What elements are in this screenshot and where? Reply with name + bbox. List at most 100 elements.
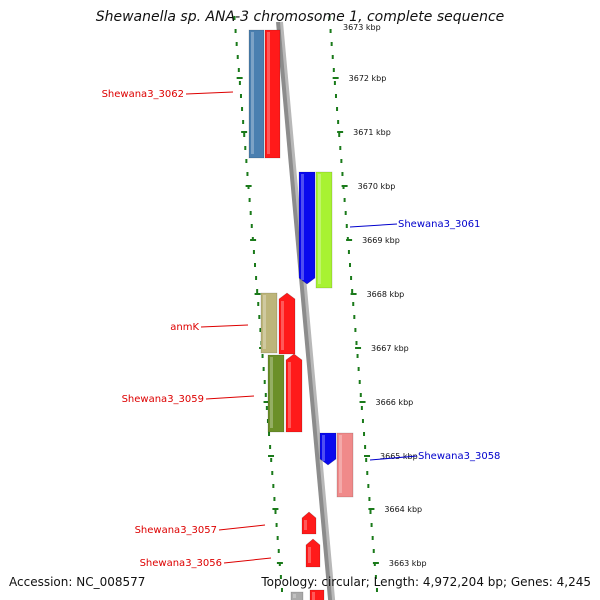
gene-label[interactable]: Shewana3_3061 [398, 219, 480, 230]
left-track-dot [236, 55, 239, 59]
right-track-dot [363, 432, 366, 436]
right-track-dash [364, 455, 371, 457]
right-track-dot [361, 419, 364, 423]
gene-feature[interactable] [309, 589, 325, 600]
left-track-dot [261, 354, 264, 358]
right-track-dot [351, 289, 354, 293]
gene-feature[interactable] [260, 292, 278, 354]
gene-label[interactable]: Shewana3_3058 [418, 451, 500, 462]
right-track-dash [341, 185, 348, 187]
right-track-dot [357, 367, 360, 371]
right-track-dot [365, 458, 368, 462]
left-track-dot [249, 211, 252, 215]
left-track-dot [276, 536, 279, 540]
right-track-dot [344, 211, 347, 215]
left-track-dot [274, 510, 277, 514]
right-track-dot [375, 588, 378, 592]
left-track-dot [275, 523, 278, 527]
gene-feature[interactable] [278, 292, 296, 355]
gene-feature-highlight [308, 547, 311, 563]
right-track-dot [359, 393, 362, 397]
right-track-dot [340, 159, 343, 163]
left-track-dash [263, 401, 270, 403]
kbp-tick-label: 3673 kbp [343, 23, 381, 32]
left-track-dot [248, 198, 251, 202]
backbone-line [276, 21, 333, 600]
left-track-dot [252, 250, 255, 254]
right-track-dot [352, 302, 355, 306]
left-track-dot [233, 16, 236, 20]
gene-label[interactable]: anmK [170, 322, 199, 333]
gene-feature[interactable] [315, 171, 333, 289]
right-track-dot [331, 55, 334, 59]
left-track-dash [254, 293, 261, 295]
left-track-dot [269, 445, 272, 449]
right-track-dot [343, 198, 346, 202]
left-track-dot [258, 315, 261, 319]
gene-feature[interactable] [305, 538, 321, 568]
gene-feature-highlight [318, 174, 321, 284]
gene-label-leader [218, 524, 266, 531]
left-track-dot [241, 107, 244, 111]
gene-feature[interactable] [319, 432, 337, 466]
gene-label-leader [185, 91, 234, 95]
left-track-dot [256, 289, 259, 293]
left-track-dot [257, 302, 260, 306]
left-track-dot [239, 94, 242, 98]
gene-label-leader [369, 455, 418, 461]
left-track-dot [243, 133, 246, 137]
gene-feature-highlight [301, 174, 304, 280]
right-track-dot [366, 471, 369, 475]
gene-feature-highlight [263, 295, 266, 349]
kbp-tick-label: 3664 kbp [384, 505, 422, 514]
right-track-dot [338, 133, 341, 137]
left-track-dot [273, 497, 276, 501]
accession-text: Accession: NC_008577 [9, 575, 146, 589]
right-track-dot [364, 445, 367, 449]
right-track-dot [334, 94, 337, 98]
map-title: Shewanella sp. ANA-3 chromosome 1, compl… [95, 9, 505, 25]
left-track-dot [242, 120, 245, 124]
left-track-dot [263, 380, 266, 384]
left-track-dot [266, 419, 269, 423]
gene-label[interactable]: Shewana3_3057 [135, 525, 217, 536]
gene-feature[interactable] [298, 171, 316, 285]
kbp-tick-label: 3663 kbp [389, 559, 427, 568]
left-track-dash [276, 562, 283, 564]
gene-feature[interactable] [248, 29, 265, 159]
gene-feature[interactable] [264, 29, 281, 159]
right-track-dot [370, 523, 373, 527]
right-track-dot [353, 315, 356, 319]
right-track-dot [341, 172, 344, 176]
left-track-dot [272, 484, 275, 488]
left-track-dot [277, 549, 280, 553]
kbp-tick-label: 3670 kbp [358, 182, 396, 191]
left-track-dot [234, 29, 237, 33]
kbp-tick-label: 3665 kbp [380, 452, 418, 461]
right-track-dot [329, 29, 332, 33]
left-track-dot [237, 68, 240, 72]
kbp-tick-label: 3668 kbp [367, 290, 405, 299]
right-track-dot [330, 42, 333, 46]
gene-feature[interactable] [336, 432, 354, 498]
left-track-dash [268, 455, 275, 457]
gene-label[interactable]: Shewana3_3056 [140, 558, 222, 569]
right-track-dot [360, 406, 363, 410]
right-track-dot [355, 341, 358, 345]
gene-label[interactable]: Shewana3_3059 [122, 394, 204, 405]
kbp-tick-label: 3671 kbp [353, 128, 391, 137]
right-track-dash [359, 401, 366, 403]
gene-feature[interactable] [301, 511, 317, 535]
gene-feature[interactable] [285, 353, 303, 433]
gene-feature-highlight [293, 594, 296, 598]
left-track-dot [270, 458, 273, 462]
gene-label-leader [223, 557, 272, 564]
right-track-dot [358, 380, 361, 384]
gene-feature[interactable] [290, 591, 304, 600]
left-track-dash [272, 508, 279, 510]
gene-label[interactable]: Shewana3_3062 [102, 89, 184, 100]
gene-label-leader [205, 395, 255, 400]
left-track-dash [241, 131, 248, 133]
gene-feature[interactable] [267, 354, 285, 433]
